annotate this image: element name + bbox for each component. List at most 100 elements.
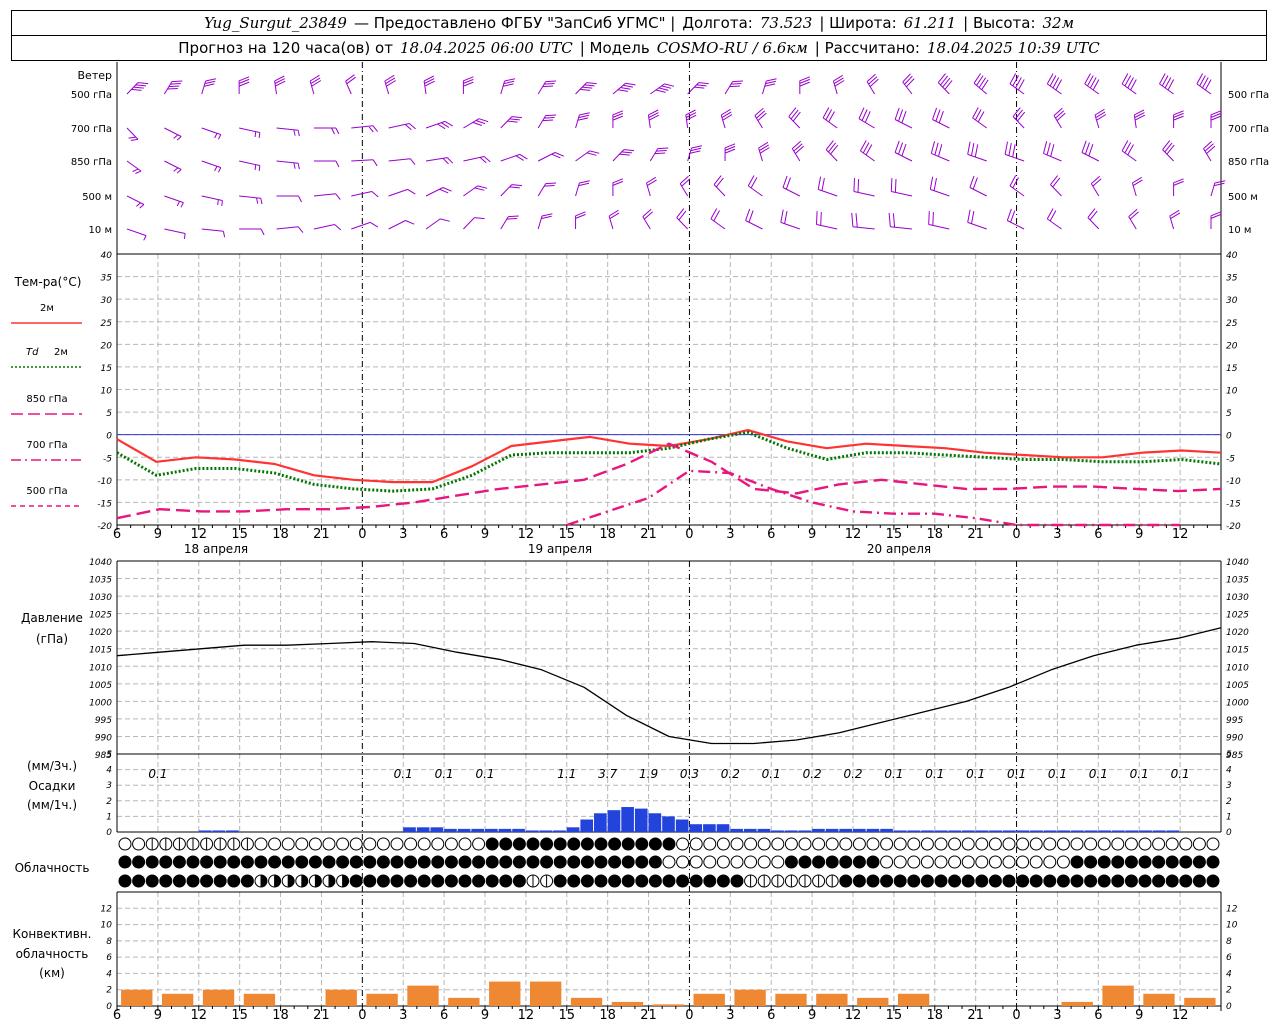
precip-bar (634, 808, 648, 832)
cloud-symbol (839, 874, 853, 888)
precip-bar (1098, 830, 1111, 832)
cloud-symbol (336, 855, 350, 869)
wind-barb (276, 160, 300, 170)
pressure-title: Давление (21, 611, 83, 625)
longitude-label: Долгота: (682, 14, 753, 32)
precip-3h-label: 1.9 (639, 767, 658, 781)
wind-barb (649, 147, 669, 162)
precip-bar (566, 827, 580, 832)
wind-barb (126, 228, 147, 241)
cloud-symbol (349, 855, 363, 869)
hour-tick-label: 6 (767, 527, 775, 542)
cloud-symbol (771, 855, 785, 869)
cloud-symbol (798, 855, 812, 869)
cloud-symbol (1070, 837, 1084, 851)
cloud-symbol (227, 874, 241, 888)
conv-bar (366, 993, 398, 1006)
wind-barb (1081, 140, 1100, 162)
wind-barb (126, 82, 149, 95)
hour-tick-label: 0 (358, 527, 366, 542)
pressure-ytick: 990 (95, 733, 112, 743)
cloud-symbol (988, 874, 1002, 888)
cloud-symbol (268, 855, 282, 869)
cloud-symbol-fill (315, 875, 322, 887)
conv-bar (1184, 997, 1216, 1006)
hour-tick-label: 18 (272, 1008, 289, 1023)
wind-barb (1196, 73, 1212, 95)
wind-barb (239, 228, 265, 236)
cloud-symbol (988, 837, 1002, 851)
wind-barb (791, 140, 805, 162)
cloud-symbol (567, 837, 581, 851)
cloud-symbol (458, 874, 472, 888)
pressure-ytick-right: 1030 (1226, 593, 1249, 603)
wind-barb (164, 195, 184, 208)
wind-barb (1121, 140, 1137, 162)
pressure-ytick: 1035 (89, 576, 112, 586)
wind-level-label: 500 гПа (71, 90, 112, 101)
wind-barb (817, 176, 838, 197)
cloud-symbol (540, 837, 554, 851)
hour-tick-label: 21 (640, 527, 657, 542)
wind-barb (238, 76, 250, 95)
conv-bar (570, 997, 603, 1006)
cloud-symbol (852, 874, 866, 888)
precip-ytick: 3 (106, 781, 112, 791)
wind-barb (687, 145, 703, 162)
precip-bar (212, 830, 226, 832)
wind-barb (309, 74, 322, 95)
day-label: 20 апреля (867, 542, 931, 556)
cloud-symbol (1179, 837, 1193, 851)
cloud-symbol-fill (301, 875, 308, 887)
precip-bar (1152, 830, 1166, 832)
wind-barb (425, 187, 452, 197)
conv-unit: (км) (39, 966, 65, 980)
wind-level-label: 850 гПа (71, 157, 112, 168)
hour-tick-label: 18 (927, 527, 944, 542)
cloud-symbol (254, 837, 268, 851)
wind-barb (799, 76, 810, 95)
cloud-symbol (349, 874, 363, 888)
wind-barb (1043, 141, 1062, 162)
hour-tick-label: 12 (191, 1008, 208, 1023)
conv-bar (448, 997, 480, 1006)
precip-bar (648, 813, 662, 832)
cloud-symbol-fill (261, 875, 267, 887)
cloud-symbol (553, 874, 567, 888)
wind-barb (463, 217, 485, 230)
wind-barb (500, 78, 516, 95)
cloud-symbol (948, 855, 962, 869)
wind-barb (239, 127, 261, 138)
cloud-symbol (512, 874, 526, 888)
precip-3h-label: 0.2 (721, 767, 740, 781)
cloud-symbol (948, 837, 962, 851)
cloud-symbol (1124, 855, 1138, 869)
pressure-ytick: 1020 (89, 628, 112, 638)
precip-bar (880, 828, 893, 832)
temp-ytick-right: -20 (1226, 522, 1241, 532)
wind-barb (575, 180, 590, 197)
pressure-ytick-right: 1010 (1226, 663, 1249, 673)
cloud-symbol (363, 855, 377, 869)
hour-tick-label: 0 (358, 1008, 366, 1023)
conv-bar (1061, 1001, 1093, 1006)
pressure-ytick-right: 1020 (1226, 628, 1249, 638)
precip-bar (1002, 830, 1016, 832)
cloud-symbol (458, 837, 472, 851)
cloud-symbol (553, 855, 567, 869)
temp-ytick-right: 35 (1226, 274, 1238, 284)
cloud-symbol (608, 874, 622, 888)
cloud-symbol (145, 855, 159, 869)
conv-bar (897, 993, 930, 1006)
pressure-ytick: 1015 (89, 646, 112, 656)
wind-barb (575, 211, 586, 230)
cloud-symbol (444, 874, 458, 888)
wind-barb (724, 143, 736, 162)
temp-legend-label: 2м (54, 347, 68, 358)
forecast-label: Прогноз на 120 часа(ов) от (178, 39, 393, 57)
conv-ytick: 6 (106, 953, 112, 963)
cloud-symbol (472, 855, 486, 869)
cloud-symbol (1070, 855, 1084, 869)
wind-barb (425, 157, 454, 165)
wind-barb (345, 74, 356, 95)
